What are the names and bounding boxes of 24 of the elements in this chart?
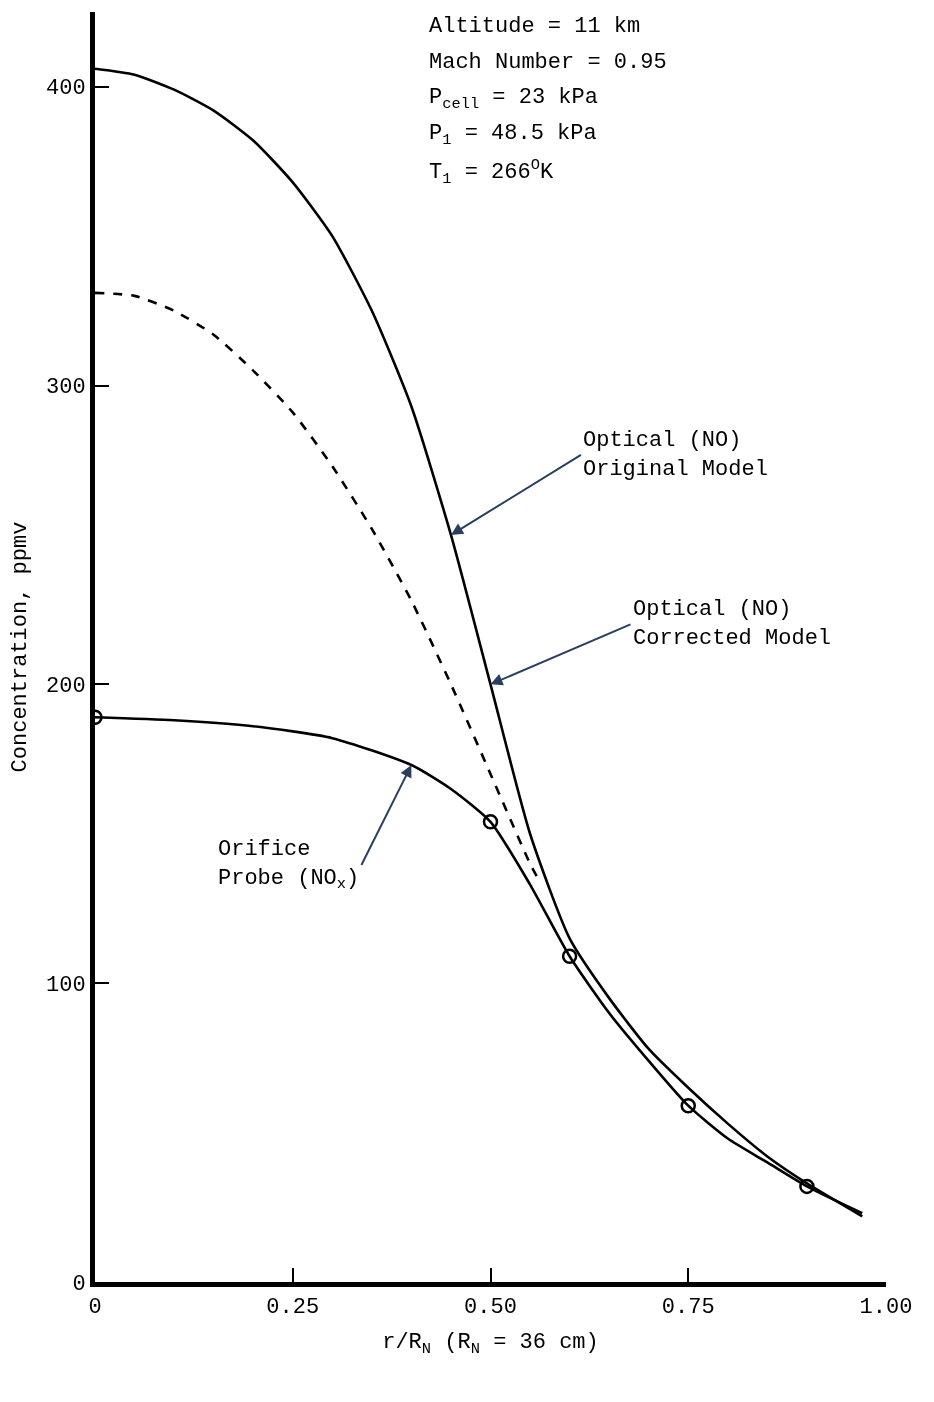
annotation: Optical (NO) Corrected Model: [633, 597, 832, 651]
annotation: T$_{1}$ = 266$^{O}$K: [429, 156, 554, 188]
y-axis-title: Concentration, ppmv: [7, 521, 33, 773]
annotation: Altitude = 11 km: [429, 14, 641, 39]
point: [561, 948, 578, 965]
annotation: P$_{cell}$ = 23 kPa: [429, 85, 598, 113]
annotation: P$_{1}$ = 48.5 kPa: [429, 121, 597, 149]
x-tick-label: 0: [88, 1295, 102, 1321]
x-tick-label: 0.75: [661, 1295, 715, 1321]
point: [799, 1178, 815, 1195]
y-tick-label: 0: [72, 1271, 86, 1297]
annotation: Orifice Probe (NO$_{x}$): [218, 837, 360, 894]
point: [680, 1097, 696, 1114]
x-tick-label: 1.00: [859, 1295, 913, 1321]
x-axis-title: r/R$_{N}$ (R$_{N}$ = 36 cm): [382, 1330, 599, 1358]
x-tick-label: 0.25: [266, 1295, 320, 1321]
y-tick-label: 400: [45, 76, 86, 102]
x-tick-label: 0.50: [464, 1295, 517, 1321]
annotation: Optical (NO) Original Model: [583, 428, 768, 482]
y-tick-label: 300: [45, 375, 86, 401]
y-tick-label: 200: [45, 674, 86, 700]
y-tick-label: 100: [45, 972, 86, 998]
annotation: Mach Number = 0.95: [429, 50, 667, 75]
point: [482, 814, 499, 830]
